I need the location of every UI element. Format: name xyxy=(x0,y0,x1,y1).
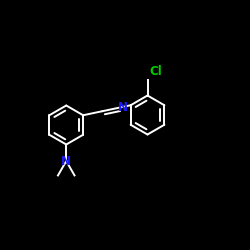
Text: Cl: Cl xyxy=(150,65,162,78)
Text: N: N xyxy=(118,101,128,114)
Text: N: N xyxy=(61,154,71,168)
